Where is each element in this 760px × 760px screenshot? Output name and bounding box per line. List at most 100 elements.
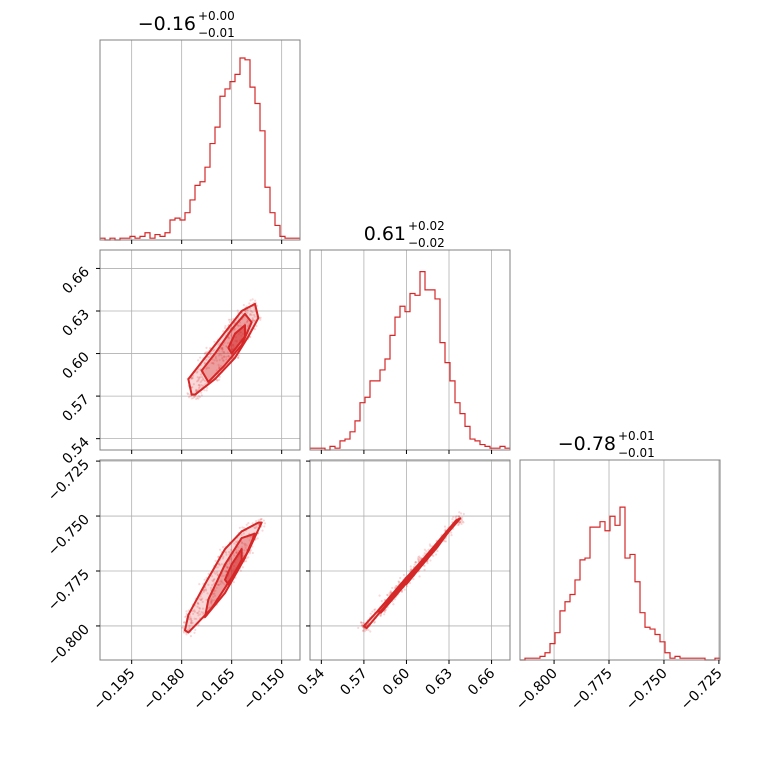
scatter-panel-p2-p3-point-154 [414, 561, 417, 564]
scatter-panel-p1-p2-point-126 [207, 366, 211, 370]
scatter-panel-p1-p3-point-128 [216, 566, 219, 569]
scatter-panel-p1-p3-point-43 [190, 619, 193, 622]
scatter-panel-p1-p3-point-26 [216, 573, 220, 576]
scatter-panel-p2-p3-point-233 [418, 559, 421, 562]
scatter-panel-p1-p2-point-65 [201, 377, 205, 380]
scatter-panel-p1-p2-point-109 [230, 334, 233, 337]
xtick-label-p2-3: 0.63 [422, 666, 455, 699]
hist-panel-p3-frame [519, 459, 721, 661]
scatter-panel-p1-p3-point-256 [213, 592, 216, 595]
scatter-panel-p1-p2-point-337 [220, 354, 223, 357]
scatter-panel-p2-p3-point-114 [388, 592, 391, 595]
scatter-panel-p2-p3-point-118 [361, 621, 364, 624]
scatter-panel-p1-p2-point-330 [198, 386, 201, 390]
scatter-panel-p1-p2-point-122 [218, 358, 221, 362]
scatter-panel-p1-p3-point-68 [197, 614, 200, 617]
scatter-panel-p1-p2-point-214 [251, 311, 254, 314]
scatter-panel-p1-p3-point-156 [183, 621, 186, 624]
scatter-panel-p1-p3-point-283 [259, 518, 263, 521]
scatter-panel-p1-p3-point-299 [206, 592, 209, 595]
scatter-panel-p1-p3-point-102 [220, 580, 223, 584]
scatter-panel-p1-p3-point-49 [203, 578, 206, 581]
scatter-panel-p1-p3-point-95 [214, 559, 217, 562]
scatter-panel-p1-p2-point-246 [199, 373, 203, 376]
scatter-panel-p1-p3-point-21 [211, 579, 214, 582]
title-p3-value: −0.78 [558, 433, 616, 455]
scatter-panel-p1-p2-point-289 [223, 351, 226, 354]
scatter-panel-p1-p3-point-20 [248, 539, 251, 542]
scatter-panel-p2-p3-point-14 [402, 573, 406, 577]
scatter-panel-p1-p2-point-1 [196, 396, 199, 399]
scatter-panel-p1-p2-point-33 [227, 318, 231, 321]
scatter-panel-p1-p2-frame [99, 249, 301, 451]
scatter-panel-p1-p3-point-252 [222, 555, 225, 558]
scatter-panel-p1-p2-point-241 [200, 384, 203, 387]
scatter-panel-p1-p2-contour-inner [227, 324, 246, 355]
scatter-panel-p1-p3-point-372 [260, 517, 263, 521]
scatter-panel-p1-p2-point-168 [193, 395, 196, 398]
scatter-panel-p1-p2-point-167 [203, 389, 206, 392]
scatter-panel-p1-p2-point-331 [203, 352, 207, 355]
scatter-panel-p2-p3-point-76 [450, 534, 453, 537]
title-p1-plus: +0.00 [198, 9, 235, 23]
scatter-panel-p1-p2-point-25 [227, 355, 230, 358]
scatter-panel-p1-p3-point-324 [213, 594, 217, 597]
ytick-label-p2-3: 0.63 [59, 307, 92, 340]
scatter-panel-p1-p2-point-153 [214, 357, 218, 360]
scatter-panel-p2-p3-point-117 [423, 564, 426, 567]
scatter-panel-p1-p3-point-131 [226, 566, 229, 569]
scatter-panel-p1-p3-point-67 [210, 575, 214, 578]
scatter-panel-p2-p3-point-110 [454, 517, 457, 520]
scatter-panel-p1-p2-point-260 [198, 396, 201, 399]
scatter-panel-p2-p3-point-360 [393, 598, 397, 601]
scatter-panel-p1-p3-point-201 [198, 597, 201, 600]
scatter-panel-p1-p2-point-113 [246, 319, 249, 323]
scatter-panel-p2-p3-point-132 [360, 623, 364, 627]
title-p2-value: 0.61 [364, 223, 406, 245]
scatter-panel-p2-p3-point-44 [418, 557, 421, 560]
scatter-panel-p1-p2-point-54 [225, 355, 228, 358]
scatter-panel-p1-p2-point-172 [197, 384, 200, 387]
scatter-panel-p1-p3-point-209 [189, 616, 192, 619]
scatter-panel-p2-p3-point-157 [374, 608, 377, 611]
scatter-panel-p1-p2-point-220 [205, 389, 208, 392]
scatter-panel-p1-p3-point-253 [245, 523, 248, 526]
scatter-panel-p1-p3-point-177 [224, 551, 228, 554]
scatter-panel-p1-p2-point-17 [187, 393, 190, 396]
scatter-panel-p1-p2-point-130 [186, 392, 189, 395]
scatter-panel-p2-p3: 0.54 0.57 0.60 0.63 0.66 [295, 459, 511, 699]
scatter-panel-p1-p3-point-164 [199, 595, 202, 598]
scatter-panel-p1-p3-point-146 [241, 526, 244, 529]
scatter-panel-p1-p3-point-262 [241, 566, 244, 569]
scatter-panel-p1-p3-point-239 [243, 549, 246, 552]
scatter-panel-p1-p3-point-63 [188, 626, 191, 629]
scatter-panel-p2-p3-point-190 [371, 610, 374, 613]
scatter-panel-p1-p3-point-159 [198, 606, 201, 610]
scatter-panel-p1-p3-point-28 [186, 628, 189, 632]
scatter-panel-p2-p3-point-294 [369, 612, 372, 615]
scatter-panel-p1-p2-point-70 [211, 361, 215, 365]
scatter-panel-p1-p3-point-199 [220, 579, 223, 582]
scatter-panel-p1-p3-point-323 [207, 583, 210, 586]
scatter-panel-p1-p3-point-18 [209, 586, 213, 589]
scatter-panel-p1-p2-point-20 [205, 358, 208, 362]
scatter-panel-p1-p2-point-352 [193, 395, 196, 398]
scatter-panel-p1-p2-point-235 [253, 320, 256, 323]
scatter-panel-p1-p3-point-294 [190, 619, 193, 622]
scatter-panel-p2-p3-point-274 [397, 580, 401, 584]
scatter-panel-p1-p3-point-352 [238, 526, 241, 529]
scatter-panel-p1-p2-point-300 [226, 342, 230, 345]
scatter-panel-p1-p2-point-222 [197, 378, 200, 381]
scatter-panel-p1-p3-contour-inner [224, 548, 243, 586]
scatter-panel-p1-p3-point-71 [207, 572, 210, 575]
scatter-panel-p2-p3-point-48 [400, 590, 404, 594]
scatter-panel-p2-p3-point-253 [360, 621, 363, 624]
scatter-panel-p2-p3-point-136 [380, 600, 383, 603]
scatter-panel-p1-p2-point-307 [233, 328, 236, 331]
scatter-panel-p1-p3-frame [99, 459, 301, 661]
scatter-panel-p1-p2-point-100 [197, 379, 200, 382]
scatter-panel-p1-p3-point-203 [229, 558, 232, 561]
scatter-panel-p1-p3-point-142 [253, 526, 256, 530]
scatter-panel-p1-p2-point-190 [222, 343, 225, 347]
hist-line-p1 [100, 57, 300, 241]
